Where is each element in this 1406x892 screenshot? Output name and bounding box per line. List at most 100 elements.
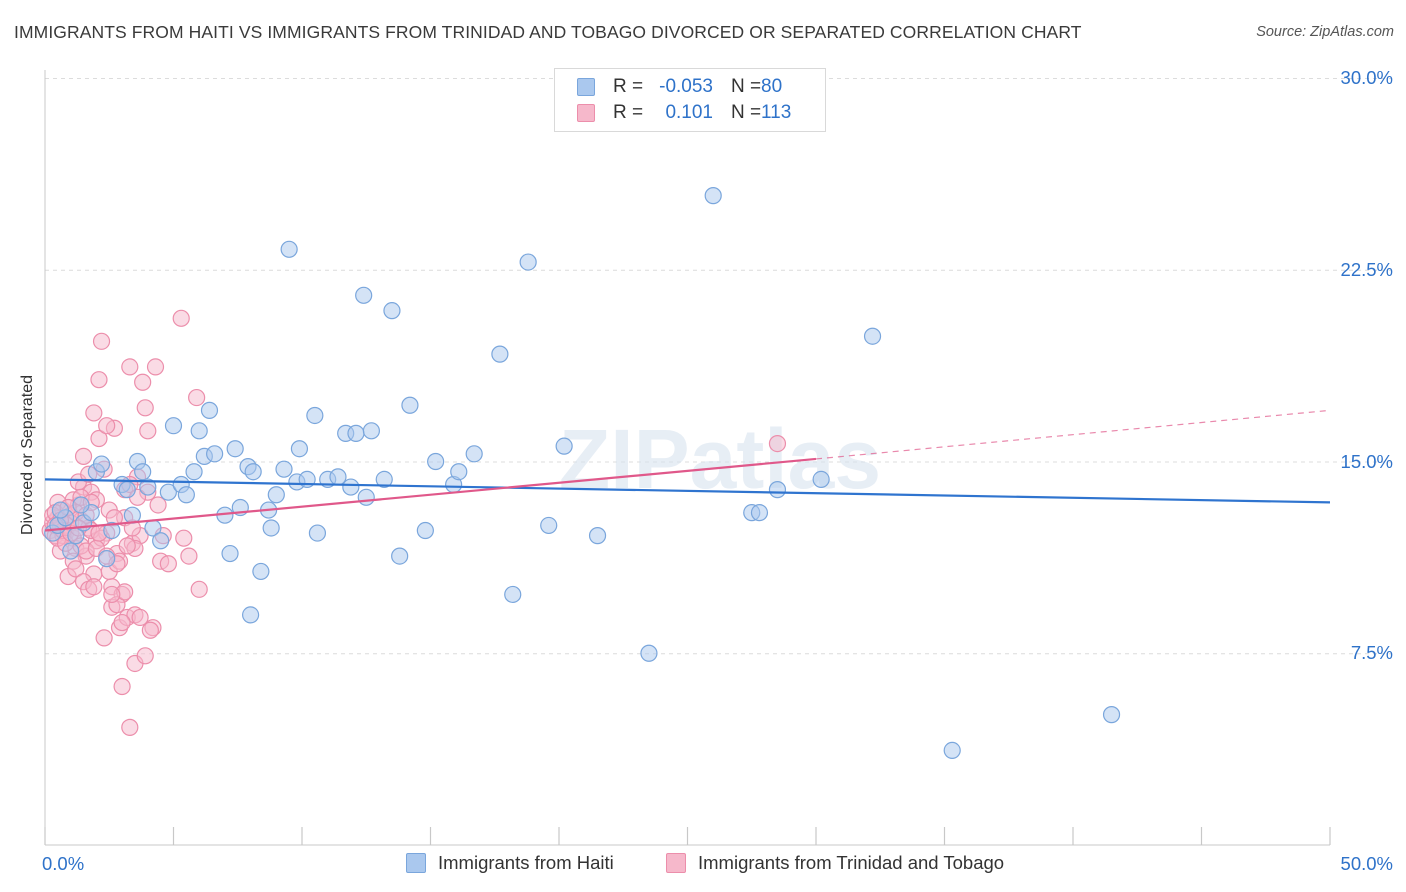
haiti-point — [103, 521, 121, 540]
haiti-point — [139, 478, 157, 496]
haiti-point — [416, 521, 434, 540]
haiti-point — [401, 396, 419, 414]
haiti-point — [134, 463, 152, 481]
haiti-point — [200, 401, 219, 419]
haiti-point — [812, 470, 830, 488]
haiti-point — [252, 562, 270, 581]
trinidad-point — [90, 429, 108, 448]
legend-n-label: N = — [731, 102, 762, 123]
trinidad-point — [190, 580, 208, 598]
trinidad-point — [146, 358, 165, 376]
haiti-point — [943, 741, 961, 760]
legend-r-label: R = — [613, 76, 644, 97]
haiti-swatch-icon — [577, 78, 595, 96]
y-tick-label: 22.5% — [1340, 258, 1393, 280]
y-axis-label: Divorced or Separated — [19, 374, 36, 536]
trinidad-point — [141, 621, 159, 639]
trinidad-point — [136, 399, 154, 417]
haiti-trend-line — [44, 478, 1331, 504]
haiti-point — [262, 519, 280, 537]
source-label: Source: ZipAtlas.com — [1256, 24, 1394, 40]
legend-item-haiti[interactable]: Immigrants from Haiti — [406, 852, 614, 874]
haiti-point — [768, 481, 787, 499]
haiti-point — [450, 463, 468, 481]
legend-r-value: 0.101 — [665, 102, 713, 123]
haiti-point — [519, 253, 537, 271]
trinidad-point — [98, 417, 116, 435]
haiti-point — [244, 463, 262, 481]
legend-r-value: -0.053 — [659, 76, 713, 97]
legend-r-label: R = — [613, 102, 644, 123]
haiti-point — [98, 550, 116, 568]
haiti-point — [164, 417, 183, 435]
legend-n-label: N = — [731, 76, 762, 97]
haiti-point — [290, 440, 309, 458]
trinidad-point — [134, 373, 152, 391]
trinidad-point — [159, 555, 177, 573]
trinidad-point — [90, 371, 108, 389]
haiti-point — [329, 468, 347, 486]
y-tick-label: 15.0% — [1340, 450, 1393, 472]
haiti-point — [242, 606, 260, 624]
y-tick-label: 30.0% — [1340, 67, 1393, 88]
series-legend: Immigrants from Haiti Immigrants from Tr… — [0, 852, 1406, 876]
trinidad-point — [113, 613, 131, 632]
haiti-points — [44, 187, 1121, 760]
trinidad-trend-line — [44, 457, 817, 532]
legend-row-trinidad: R = 0.101 N = 113 — [577, 101, 791, 125]
haiti-point — [357, 488, 375, 506]
haiti-point — [375, 470, 393, 488]
axes — [44, 70, 1331, 846]
haiti-point — [306, 406, 324, 425]
trinidad-swatch-icon — [666, 853, 686, 873]
haiti-point — [72, 496, 90, 514]
haiti-point — [555, 437, 573, 455]
haiti-point — [640, 644, 658, 662]
legend-item-trinidad[interactable]: Immigrants from Trinidad and Tobago — [666, 852, 1004, 874]
legend-haiti-label: Immigrants from Haiti — [438, 852, 614, 873]
haiti-point — [159, 483, 177, 501]
trinidad-point — [175, 529, 193, 547]
trinidad-point — [139, 422, 157, 440]
trinidad-point — [103, 585, 121, 604]
legend-trinidad-label: Immigrants from Trinidad and Tobago — [698, 852, 1005, 873]
haiti-point — [206, 445, 224, 463]
trinidad-point — [188, 388, 206, 407]
haiti-point — [1102, 706, 1121, 724]
correlation-legend: R = -0.053 N = 80 R = 0.101 N = 113 — [554, 68, 826, 132]
haiti-point — [62, 542, 80, 560]
legend-n-value: 113 — [761, 102, 792, 123]
haiti-point — [347, 424, 365, 442]
haiti-point — [391, 547, 409, 565]
haiti-point — [383, 302, 401, 320]
trinidad-point — [768, 435, 787, 453]
haiti-point — [465, 445, 483, 463]
trinidad-point — [74, 447, 93, 465]
trinidad-trend-extension — [815, 409, 1331, 460]
x-tick-label-min: 0.0% — [42, 853, 85, 874]
trinidad-point — [131, 608, 149, 627]
trinidad-point — [113, 677, 131, 696]
haiti-point — [308, 524, 327, 542]
grid-lines — [45, 78, 1392, 655]
chart-title: IMMIGRANTS FROM HAITI VS IMMIGRANTS FROM… — [14, 22, 1082, 42]
y-tick-label: 7.5% — [1350, 642, 1393, 664]
haiti-point — [504, 585, 522, 604]
haiti-point — [51, 501, 70, 519]
legend-row-haiti: R = -0.053 N = 80 — [577, 75, 782, 99]
haiti-point — [863, 327, 882, 345]
haiti-point — [750, 504, 769, 522]
trinidad-point — [67, 560, 85, 578]
trinidad-point — [85, 578, 103, 596]
trinidad-point — [121, 358, 139, 376]
trinidad-point — [149, 496, 167, 514]
haiti-point — [190, 422, 208, 440]
haiti-point — [226, 440, 244, 458]
trinidad-swatch-icon — [577, 104, 595, 122]
haiti-point — [362, 422, 380, 440]
haiti-point — [92, 455, 111, 473]
trinidad-point — [172, 309, 190, 327]
trend-lines — [44, 409, 1331, 532]
trinidad-point — [121, 718, 139, 736]
